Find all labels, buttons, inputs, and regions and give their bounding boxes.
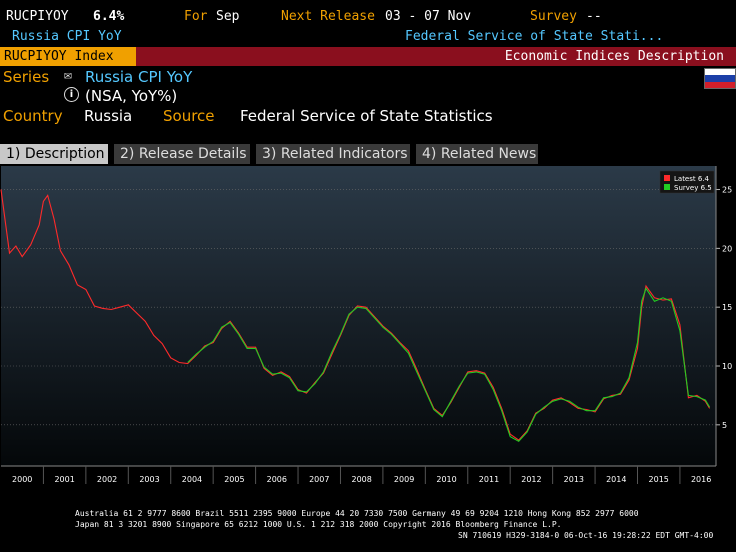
ticker: RUCPIYOY <box>6 9 69 24</box>
flag-stripe-red <box>705 81 735 88</box>
legend-label: Survey 6.5 <box>674 184 712 192</box>
info-icon[interactable]: i <box>64 87 79 102</box>
country-value: Russia <box>84 107 133 125</box>
plot-area <box>1 166 716 466</box>
tab-bar: 1) Description 2) Release Details 3) Rel… <box>0 144 736 164</box>
country-label: Country <box>3 107 63 125</box>
x-tick-label: 2003 <box>139 475 159 484</box>
footer-line-2: Japan 81 3 3201 8900 Singapore 65 6212 1… <box>75 520 562 529</box>
x-tick-label: 2011 <box>479 475 499 484</box>
latest-value: 6.4% <box>93 9 125 24</box>
source-value: Federal Service of State Statistics <box>240 107 493 125</box>
tab-release-details[interactable]: 2) Release Details <box>114 144 250 164</box>
x-tick-label: 2016 <box>691 475 711 484</box>
series-name-link[interactable]: Russia CPI YoY <box>85 68 193 86</box>
x-tick-label: 2012 <box>521 475 541 484</box>
x-tick-label: 2015 <box>649 475 669 484</box>
legend-box <box>659 170 715 194</box>
security-bar: RUCPIYOY Index Economic Indices Descript… <box>0 47 736 66</box>
legend-label: Latest 6.4 <box>674 175 710 183</box>
tab-related-indicators[interactable]: 3) Related Indicators <box>256 144 410 164</box>
x-tick-label: 2000 <box>12 475 32 484</box>
footer: Australia 61 2 9777 8600 Brazil 5511 239… <box>0 508 736 541</box>
x-tick-label: 2006 <box>267 475 287 484</box>
survey-value: -- <box>586 9 602 24</box>
x-tick-label: 2014 <box>606 475 626 484</box>
source-label: Source <box>163 107 215 125</box>
for-value: Sep <box>216 9 240 24</box>
series-note: (NSA, YoY%) <box>85 87 178 105</box>
for-label: For <box>184 9 208 24</box>
function-title: Economic Indices Description <box>504 49 724 64</box>
legend-swatch <box>664 175 670 181</box>
y-tick-label: 5 <box>722 421 727 430</box>
x-tick-label: 2001 <box>54 475 74 484</box>
x-tick-label: 2007 <box>309 475 329 484</box>
tab-related-news[interactable]: 4) Related News <box>416 144 538 164</box>
y-tick-label: 20 <box>722 244 732 253</box>
russia-flag-icon <box>704 68 736 89</box>
next-release-label: Next Release <box>281 9 375 24</box>
source-short: Federal Service of State Stati... <box>405 29 664 44</box>
security-label[interactable]: RUCPIYOY Index <box>0 47 136 66</box>
tab-description[interactable]: 1) Description <box>0 144 108 164</box>
flag-stripe-blue <box>705 75 735 82</box>
survey-label: Survey <box>530 9 577 24</box>
x-tick-label: 2008 <box>352 475 372 484</box>
next-release-value: 03 - 07 Nov <box>385 9 472 24</box>
series-label: Series <box>3 68 50 86</box>
series-line-survey[interactable] <box>187 287 711 442</box>
x-tick-label: 2009 <box>394 475 414 484</box>
y-tick-label: 15 <box>722 303 732 312</box>
y-tick-label: 10 <box>722 362 732 371</box>
x-tick-label: 2002 <box>97 475 117 484</box>
x-tick-label: 2004 <box>182 475 202 484</box>
flag-stripe-white <box>705 69 735 76</box>
x-tick-label: 2010 <box>436 475 456 484</box>
legend-swatch <box>664 184 670 190</box>
series-subtitle: Russia CPI YoY <box>12 29 122 44</box>
envelope-icon[interactable]: ✉ <box>64 68 72 83</box>
footer-line-1: Australia 61 2 9777 8600 Brazil 5511 239… <box>75 509 639 518</box>
x-tick-label: 2013 <box>564 475 584 484</box>
x-tick-label: 2005 <box>224 475 244 484</box>
y-tick-label: 25 <box>722 186 732 195</box>
footer-line-3: SN 710619 H329-3184-0 06-Oct-16 19:28:22… <box>458 531 714 540</box>
cpi-line-chart[interactable]: 5 10 15 20 25 2000 2001 2002 2003 2004 2005 2006 20… <box>0 165 736 487</box>
